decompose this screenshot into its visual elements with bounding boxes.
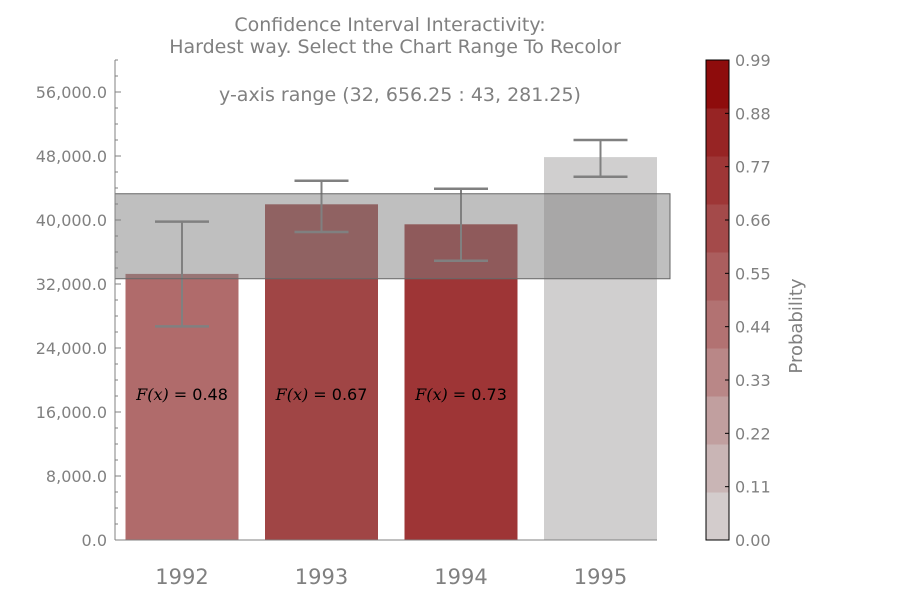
prob-label-value: 0.48 (192, 385, 228, 404)
prob-label-value: 0.73 (471, 385, 507, 404)
x-tick-label-1995: 1995 (574, 565, 627, 589)
colorbar-segment (706, 204, 729, 253)
colorbar-tick-label: 0.22 (735, 424, 771, 443)
y-tick-label: 32,000.0 (36, 275, 107, 294)
prob-label-1993: F(x) = 0.67 (275, 385, 368, 404)
y-tick-label: 56,000.0 (36, 83, 107, 102)
y-tick-label: 24,000.0 (36, 339, 107, 358)
y-tick-label: 8,000.0 (46, 467, 107, 486)
prob-label-value: 0.67 (332, 385, 368, 404)
colorbar-frame (705, 59, 730, 541)
y-tick-label: 40,000.0 (36, 211, 107, 230)
y-range-annotation: y-axis range (32, 656.25 : 43, 281.25) (219, 84, 581, 106)
colorbar-segment (706, 108, 729, 157)
chart-title-line1: Confidence Interval Interactivity: (234, 14, 545, 36)
prob-label-prefix: F(x) = (414, 385, 471, 404)
colorbar-tick-label: 0.44 (735, 318, 771, 337)
prob-label-prefix: F(x) = (135, 385, 192, 404)
colorbar-tick-label: 0.99 (735, 51, 771, 70)
colorbar-segment (706, 300, 729, 349)
prob-label-1994: F(x) = 0.73 (414, 385, 507, 404)
y-tick-label: 48,000.0 (36, 147, 107, 166)
selected-range-band[interactable] (114, 193, 671, 280)
y-tick-label: 16,000.0 (36, 403, 107, 422)
colorbar-segment (706, 252, 729, 301)
x-tick-label-1993: 1993 (295, 565, 348, 589)
colorbar-tick-label: 0.33 (735, 371, 771, 390)
chart-title-line2: Hardest way. Select the Chart Range To R… (169, 36, 621, 58)
colorbar-label: Probability (786, 278, 807, 373)
colorbar-tick-label: 0.66 (735, 211, 771, 230)
prob-label-prefix: F(x) = (275, 385, 332, 404)
colorbar-segment (706, 156, 729, 205)
y-tick-label: 0.0 (82, 531, 107, 550)
colorbar-segment (706, 444, 729, 493)
prob-label-1992: F(x) = 0.48 (135, 385, 228, 404)
colorbar-segment (706, 348, 729, 397)
colorbar-segment (706, 60, 729, 109)
colorbar-tick-label: 0.11 (735, 478, 771, 497)
colorbar-segment (706, 492, 729, 541)
x-tick-label-1992: 1992 (155, 565, 208, 589)
colorbar-tick-label: 0.88 (735, 104, 771, 123)
colorbar-tick-label: 0.00 (735, 531, 771, 550)
error-bar-1995 (573, 138, 628, 179)
colorbar-tick-label: 0.77 (735, 158, 771, 177)
colorbar-segment (706, 396, 729, 445)
colorbar-tick-label: 0.55 (735, 264, 771, 283)
x-tick-label-1994: 1994 (434, 565, 487, 589)
